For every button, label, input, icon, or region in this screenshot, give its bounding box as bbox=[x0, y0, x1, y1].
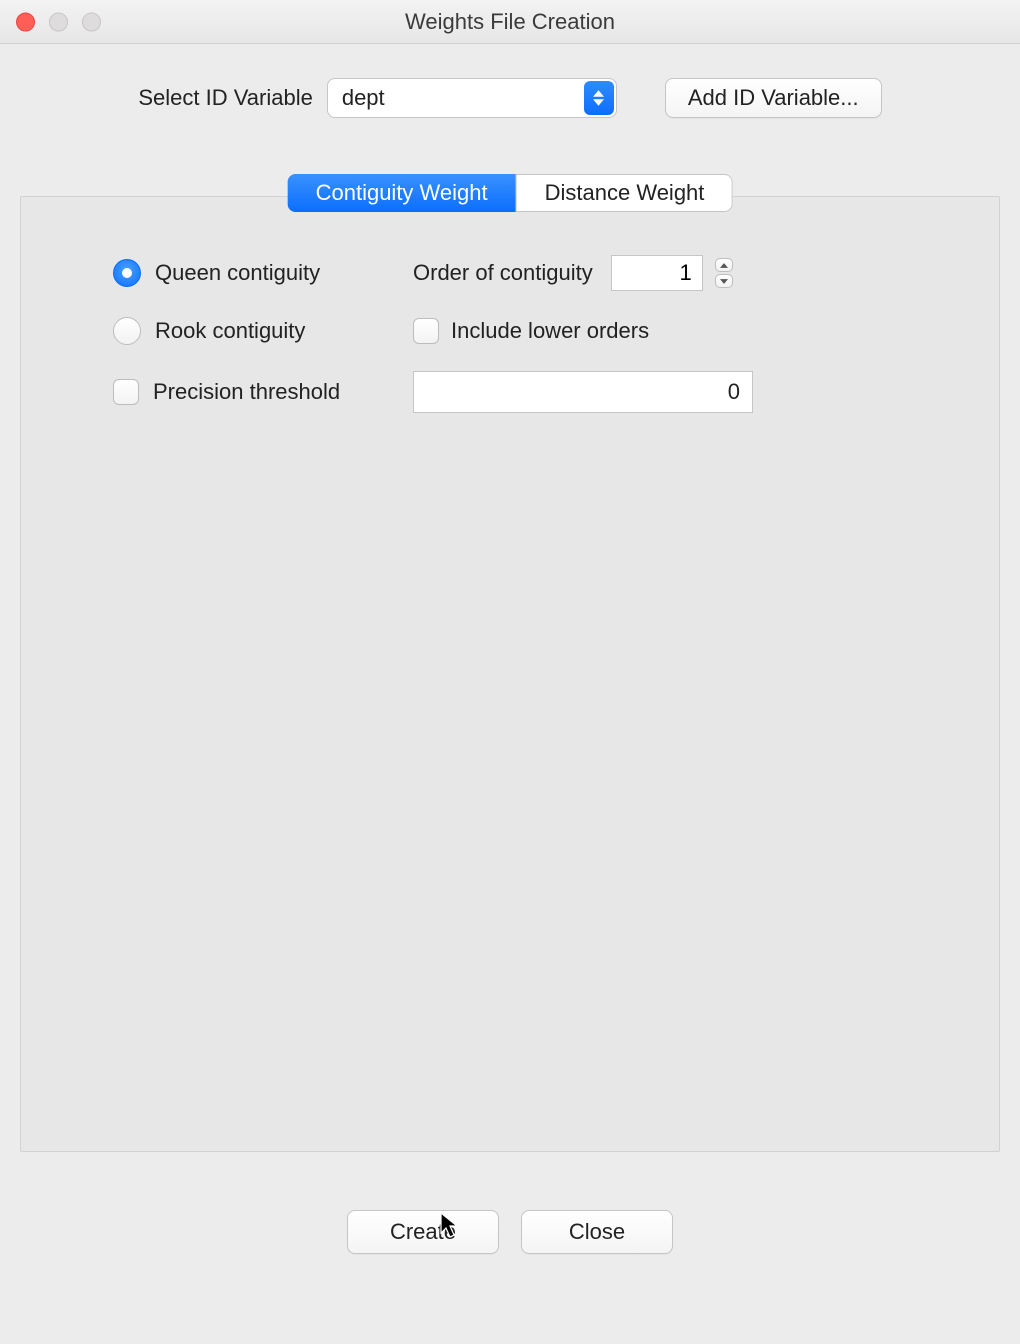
include-lower-orders-checkbox[interactable] bbox=[413, 318, 439, 344]
order-of-contiguity-label: Order of contiguity bbox=[413, 260, 593, 286]
include-lower-orders-label: Include lower orders bbox=[451, 318, 649, 344]
rook-contiguity-label: Rook contiguity bbox=[155, 318, 305, 344]
queen-contiguity-radio[interactable] bbox=[113, 259, 141, 287]
titlebar: Weights File Creation bbox=[0, 0, 1020, 44]
tab-distance-label: Distance Weight bbox=[545, 180, 705, 205]
mouse-cursor-icon bbox=[440, 1212, 460, 1238]
contiguity-panel: Queen contiguity Order of contiguity Roo… bbox=[20, 196, 1000, 1152]
tab-distance-weight[interactable]: Distance Weight bbox=[517, 174, 733, 212]
order-stepper bbox=[715, 258, 733, 288]
order-step-up[interactable] bbox=[715, 258, 733, 272]
order-of-contiguity-input[interactable] bbox=[611, 255, 703, 291]
tab-contiguity-label: Contiguity Weight bbox=[316, 180, 488, 205]
order-step-down[interactable] bbox=[715, 274, 733, 288]
create-button[interactable]: Create bbox=[347, 1210, 499, 1254]
tab-contiguity-weight[interactable]: Contiguity Weight bbox=[288, 174, 517, 212]
queen-contiguity-label: Queen contiguity bbox=[155, 260, 320, 286]
rook-contiguity-radio[interactable] bbox=[113, 317, 141, 345]
close-button-label: Close bbox=[569, 1219, 625, 1245]
maximize-window-icon[interactable] bbox=[82, 12, 101, 31]
weight-type-tabs: Contiguity Weight Distance Weight bbox=[288, 174, 733, 212]
dialog-buttons: Create Close bbox=[0, 1210, 1020, 1254]
window-title: Weights File Creation bbox=[0, 9, 1020, 35]
precision-threshold-checkbox[interactable] bbox=[113, 379, 139, 405]
window-controls bbox=[16, 12, 101, 31]
id-variable-row: Select ID Variable dept Add ID Variable.… bbox=[0, 44, 1020, 144]
close-button[interactable]: Close bbox=[521, 1210, 673, 1254]
add-id-variable-button[interactable]: Add ID Variable... bbox=[665, 78, 882, 118]
precision-threshold-input[interactable] bbox=[413, 371, 753, 413]
minimize-window-icon[interactable] bbox=[49, 12, 68, 31]
dropdown-arrows-icon bbox=[584, 81, 614, 115]
add-id-variable-label: Add ID Variable... bbox=[688, 85, 859, 111]
close-window-icon[interactable] bbox=[16, 12, 35, 31]
id-variable-select[interactable]: dept bbox=[327, 78, 617, 118]
select-id-label: Select ID Variable bbox=[138, 85, 312, 111]
id-variable-value: dept bbox=[342, 85, 385, 111]
precision-threshold-label: Precision threshold bbox=[153, 379, 340, 405]
